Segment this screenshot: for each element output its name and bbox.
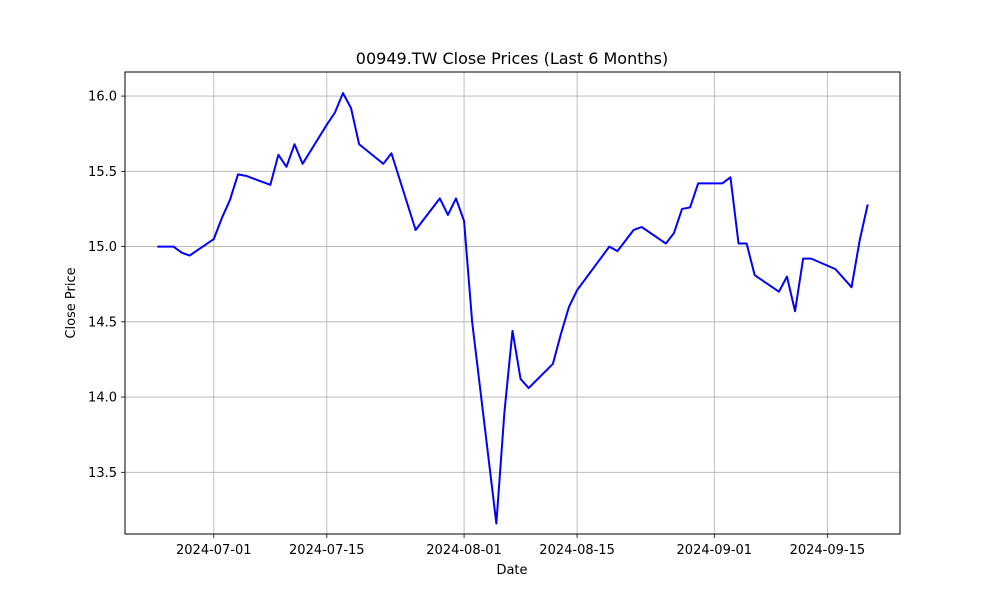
grid — [125, 72, 900, 534]
y-tick-label: 15.5 — [88, 165, 117, 180]
x-tick-label: 2024-09-01 — [677, 543, 753, 558]
x-axis-title: Date — [496, 563, 527, 578]
y-tick-label: 13.5 — [88, 466, 117, 481]
y-tick-label: 15.0 — [88, 240, 117, 255]
chart-title: 00949.TW Close Prices (Last 6 Months) — [356, 49, 668, 68]
x-tick-label: 2024-09-15 — [790, 543, 866, 558]
axis-ticks: 2024-07-01 2024-07-15 2024-08-01 2024-08-15… — [88, 90, 865, 558]
y-axis-title: Close Price — [64, 267, 79, 338]
y-tick-label: 16.0 — [88, 90, 117, 105]
x-tick-label: 2024-07-15 — [289, 543, 365, 558]
x-tick-label: 2024-08-01 — [426, 543, 502, 558]
y-tick-label: 14.5 — [88, 315, 117, 330]
y-tick-label: 14.0 — [88, 391, 117, 406]
x-tick-label: 2024-07-01 — [176, 543, 252, 558]
close-price-line — [157, 92, 869, 525]
plot-area-frame — [124, 71, 901, 535]
x-tick-label: 2024-08-15 — [539, 543, 615, 558]
